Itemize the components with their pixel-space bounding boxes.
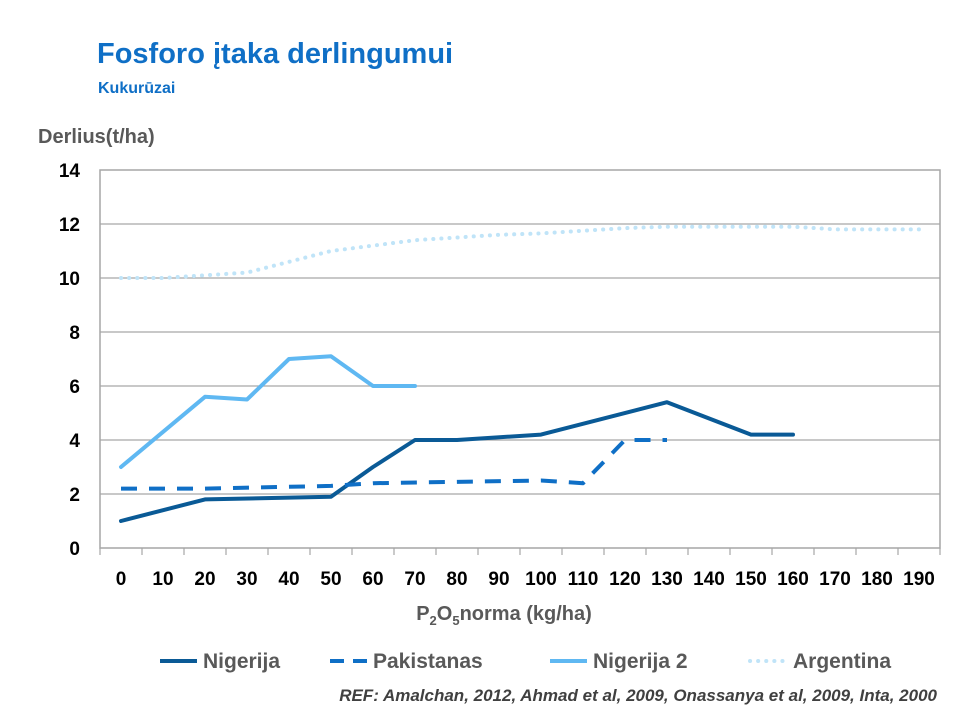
series-line-nigerija-2 <box>119 354 417 469</box>
x-tick-label: 190 <box>903 569 935 590</box>
y-tick-label: 4 <box>69 431 80 452</box>
series-lines <box>119 224 921 523</box>
x-tick-label: 100 <box>525 569 557 590</box>
gridlines <box>100 223 940 495</box>
x-tick-labels: 0 10 20 30 40 50 60 70 80 90 100 110 120 130 140 150 160… <box>99 548 941 590</box>
x-tick-label: 180 <box>861 569 893 590</box>
x-tick-label: 50 <box>320 569 341 590</box>
legend-label: Nigerija 2 <box>593 650 688 673</box>
y-axis-label: Derlius(t/ha) <box>38 126 155 148</box>
x-tick-label: 30 <box>236 569 257 590</box>
y-tick-label: 14 <box>59 161 81 182</box>
reference-note: REF: Amalchan, 2012, Ahmad et al, 2009, … <box>339 686 937 705</box>
series-line-nigerija <box>119 400 795 523</box>
x-tick-label: 70 <box>404 569 425 590</box>
x-axis-label: P2O5norma (kg/ha) <box>416 603 592 628</box>
chart-title: Fosforo įtaka derlingumui <box>97 38 454 70</box>
series-line-argentina <box>119 224 921 280</box>
chart-subtitle: Kukurūzai <box>98 80 176 97</box>
y-tick-label: 12 <box>59 215 80 236</box>
x-tick-label: 40 <box>278 569 299 590</box>
x-tick-label: 160 <box>777 569 809 590</box>
x-tick-label: 90 <box>488 569 509 590</box>
y-tick-label: 2 <box>69 485 80 506</box>
series-line-pakistanas <box>121 438 667 491</box>
x-tick-label: 150 <box>735 569 767 590</box>
legend: Nigerija Pakistanas Nigerija 2 Argentina <box>160 650 891 673</box>
x-tick-label: 110 <box>568 569 599 590</box>
x-tick-label: 80 <box>446 569 467 590</box>
legend-label: Argentina <box>793 650 891 673</box>
y-tick-label: 10 <box>59 269 80 290</box>
legend-label: Nigerija <box>203 650 280 673</box>
x-tick-label: 0 <box>116 569 127 590</box>
x-tick-label: 170 <box>819 569 851 590</box>
x-tick-label: 20 <box>194 569 215 590</box>
x-tick-label: 10 <box>152 569 173 590</box>
legend-label: Pakistanas <box>373 650 483 673</box>
x-tick-label: 130 <box>651 569 683 590</box>
x-tick-label: 60 <box>362 569 383 590</box>
y-tick-labels: 0 2 4 6 8 10 12 14 <box>59 161 81 560</box>
y-tick-label: 0 <box>69 539 80 560</box>
y-tick-label: 6 <box>69 377 80 398</box>
x-tick-label: 120 <box>609 569 641 590</box>
y-tick-label: 8 <box>69 323 80 344</box>
x-tick-label: 140 <box>693 569 725 590</box>
